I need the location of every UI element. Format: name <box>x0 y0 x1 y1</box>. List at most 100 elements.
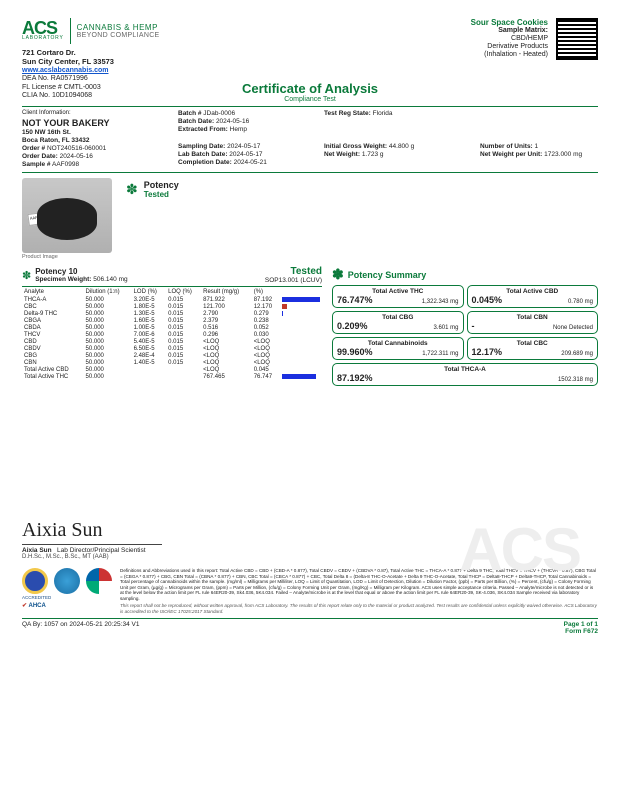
summary-card: Total Active CBD0.045%0.780 mg <box>467 285 599 308</box>
table-row: CBGA50.0001.60E-50.0152.3790.238 <box>22 317 322 324</box>
summary-card: Total CBC12.17%209.689 mg <box>467 337 599 360</box>
units-val: 1 <box>535 143 539 150</box>
accred-badge-3 <box>86 568 112 594</box>
extracted-val: Hemp <box>230 126 247 133</box>
table-row: CBD50.0005.40E-50.015<LOQ<LOQ <box>22 338 322 345</box>
table-row: CBC50.0001.80E-50.015121.70012.170 <box>22 303 322 310</box>
leaf-icon: ✽ <box>332 266 344 283</box>
potency-status: Tested <box>144 190 179 199</box>
summary-card: Total Cannabinoids99.960%1,722.311 mg <box>332 337 464 360</box>
col-header: Result (mg/g) <box>201 288 252 296</box>
sig-name: Aixia Sun <box>22 547 52 554</box>
regstate-lbl: Test Reg State: <box>324 110 371 117</box>
order-val: NOT240516-060001 <box>47 145 106 152</box>
col-header: LOD (%) <box>132 288 167 296</box>
igw-lbl: Initial Gross Weight: <box>324 143 387 150</box>
extracted-lbl: Extracted From: <box>178 126 228 133</box>
form-id: Form F672 <box>565 628 598 635</box>
leaf-icon: ✽ <box>22 269 31 282</box>
fl-license: FL License # CMTL-0003 <box>22 84 160 93</box>
logo-mark: ACS <box>22 21 64 35</box>
product-image: AAF0998 <box>22 178 112 253</box>
batch-lbl: Batch # <box>178 110 201 117</box>
product-caption: Product Image <box>22 254 112 260</box>
nwpu-val: 1723.000 mg <box>544 151 582 158</box>
summary-card: Total Active THC76.747%1,322.343 mg <box>332 285 464 308</box>
info-grid: Client Information: NOT YOUR BAKERY 150 … <box>22 110 598 169</box>
labdate-lbl: Lab Batch Date: <box>178 151 227 158</box>
client-addr1: 150 NW 16th St. <box>22 129 71 136</box>
signature: Aixia Sun <box>22 519 598 542</box>
col-header: (%) <box>252 288 280 296</box>
table-row: CBG50.0002.48E-40.015<LOQ<LOQ <box>22 352 322 359</box>
summary-card: Total CBG0.209%3.601 mg <box>332 311 464 334</box>
table-row: CBN50.0001.40E-50.015<LOQ<LOQ <box>22 359 322 366</box>
product-label: AAF0998 <box>27 210 58 226</box>
orderdate-val: 2024-05-16 <box>60 153 93 160</box>
sig-role: Lab Director/Principal Scientist <box>57 547 146 554</box>
potency-table: AnalyteDilution (1:n)LOD (%)LOQ (%)Resul… <box>22 288 322 380</box>
col-header: Dilution (1:n) <box>84 288 132 296</box>
client-name: NOT YOUR BAKERY <box>22 118 172 129</box>
sampdate-lbl: Sampling Date: <box>178 143 225 150</box>
igw-val: 44.800 g <box>389 143 414 150</box>
table-row: Total Active CBD50.000<LOQ0.045 <box>22 366 322 373</box>
col-header: Analyte <box>22 288 84 296</box>
spec-lbl: Specimen Weight: <box>35 276 91 283</box>
logo-tag2: BEYOND COMPLIANCE <box>77 32 160 39</box>
summary-title: Potency Summary <box>348 270 427 280</box>
order-lbl: Order # <box>22 145 45 152</box>
nwpu-lbl: Net Weight per Unit: <box>480 151 542 158</box>
logo: ACS LABORATORY CANNABIS & HEMP BEYOND CO… <box>22 18 160 44</box>
sampleno-val: AAF0998 <box>52 161 79 168</box>
table-row: Total Active THC50.000767.46576.747 <box>22 373 322 380</box>
table-row: CBDA50.0001.00E-50.0150.5160.052 <box>22 324 322 331</box>
labdate-val: 2024-05-17 <box>229 151 262 158</box>
lab-url[interactable]: www.acslabcannabis.com <box>22 67 109 74</box>
clia-no: CLIA No. 10D1094068 <box>22 92 160 101</box>
nw-lbl: Net Weight: <box>324 151 360 158</box>
table-row: THCV50.0007.00E-60.0150.2960.030 <box>22 331 322 338</box>
tested-label: Tested <box>265 266 322 277</box>
potency-badge: ✽ Potency Tested <box>126 180 179 199</box>
qr-code[interactable] <box>556 18 598 60</box>
batchdate-lbl: Batch Date: <box>178 118 214 125</box>
sig-creds: D.H.Sc., M.Sc., B.Sc., MT (AAB) <box>22 554 598 560</box>
compdate-val: 2024-05-21 <box>234 159 267 166</box>
fineprint-defs: Definitions and Abbreviations used in th… <box>120 568 598 601</box>
qa-stamp: QA By: 1057 on 2024-05-21 20:25:34 V1 <box>22 621 139 635</box>
section-title: Potency 10 <box>35 267 127 276</box>
spec-val: 506.140 mg <box>93 276 127 283</box>
summary-card: Total THCA-A87.192%1502.318 mg <box>332 363 598 386</box>
sampdate-val: 2024-05-17 <box>227 143 260 150</box>
table-row: CBDV50.0006.50E-50.015<LOQ<LOQ <box>22 345 322 352</box>
units-lbl: Number of Units: <box>480 143 533 150</box>
table-row: Delta-9 THC50.0001.30E-50.0152.7900.279 <box>22 310 322 317</box>
nw-val: 1.723 g <box>362 151 384 158</box>
dea-no: DEA No. RA0571996 <box>22 75 160 84</box>
fineprint-disclaimer: This report shall not be reproduced, wit… <box>120 603 598 614</box>
lab-addr-2: Sun City Center, FL 33573 <box>22 57 160 66</box>
potency-title: Potency <box>144 180 179 190</box>
batchdate-val: 2024-05-16 <box>216 118 249 125</box>
page-count: Page 1 of 1 <box>564 621 598 628</box>
accred-badge-2 <box>54 568 80 594</box>
table-row: THCA-A50.0003.20E-50.015871.92287.192 <box>22 296 322 303</box>
sample-name: Sour Space Cookies <box>471 18 548 27</box>
regstate-val: Florida <box>373 110 393 117</box>
matrix-val: CBD/HEMP <box>471 35 548 43</box>
orderdate-lbl: Order Date: <box>22 153 58 160</box>
col-header: LOQ (%) <box>166 288 201 296</box>
lab-addr-1: 721 Cortaro Dr. <box>22 48 160 57</box>
inhal: (Inhalation - Heated) <box>471 51 548 59</box>
deriv: Derivative Products <box>471 43 548 51</box>
summary-card: Total CBN-None Detected <box>467 311 599 334</box>
logo-sub: LABORATORY <box>22 35 64 41</box>
leaf-icon: ✽ <box>126 181 138 198</box>
compdate-lbl: Completion Date: <box>178 159 232 166</box>
sop-label: SOP13.001 (LCUV) <box>265 277 322 284</box>
batch-val: JDab-0006 <box>203 110 235 117</box>
accred-badge-1 <box>22 568 48 594</box>
ahca-badge: AHCA <box>22 602 112 609</box>
logo-tag1: CANNABIS & HEMP <box>77 23 160 32</box>
